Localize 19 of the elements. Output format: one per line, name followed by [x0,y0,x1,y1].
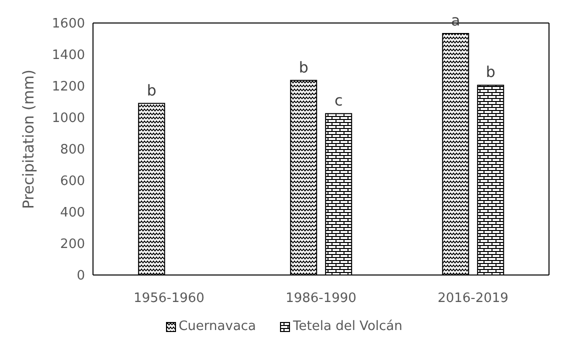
x-tick-label: 2016-2019 [438,291,508,306]
y-tick-label: 600 [60,174,85,190]
y-tick-label: 400 [60,206,85,221]
annotation: b [146,81,156,100]
legend-label: Tetela del Volcán [292,319,402,334]
x-tick-label: 1956-1960 [134,291,204,306]
y-tick-label: 800 [60,142,85,158]
annotation: b [298,58,308,76]
x-tick-label: 1986-1990 [286,291,356,306]
y-axis-title: Precipitation (mm) [19,70,38,209]
y-tick-label: 1200 [52,80,85,95]
legend-label: Cuernavaca [178,319,256,334]
y-tick-label: 1600 [52,16,85,32]
annotation: b [486,63,496,82]
y-tick-label: 1400 [52,48,85,64]
y-tick-label: 1000 [52,111,85,126]
y-tick-label: 200 [60,237,85,252]
annotation: c [334,92,343,110]
y-tick-label: 0 [76,268,85,284]
